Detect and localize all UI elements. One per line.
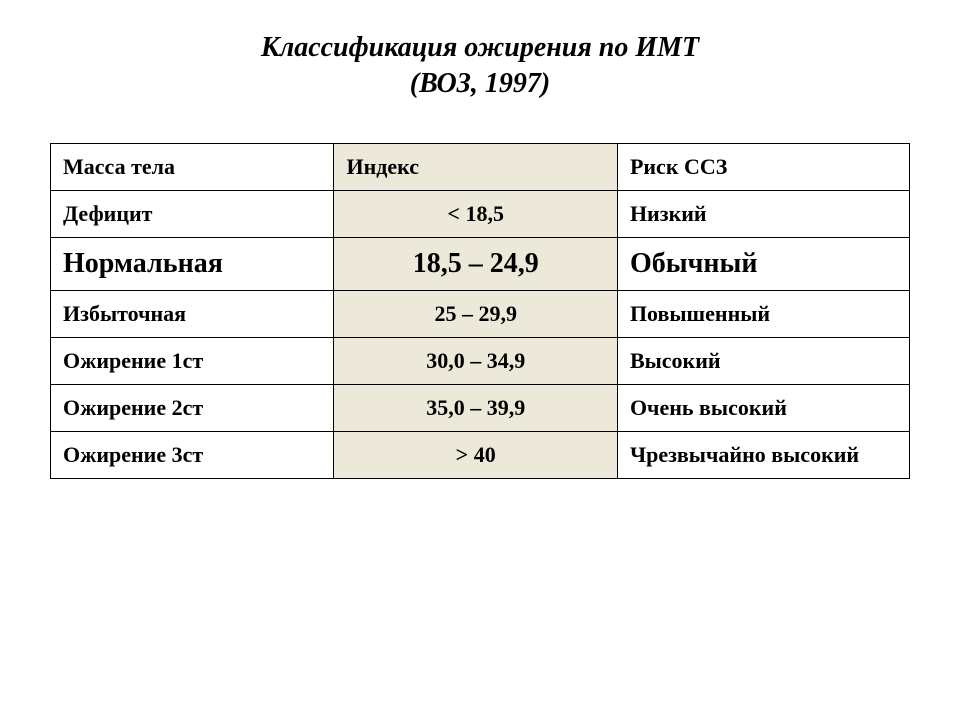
cell-mass: Ожирение 2ст [51,384,334,431]
cell-mass: Ожирение 1ст [51,337,334,384]
header-risk: Риск ССЗ [617,143,909,190]
table-row: Ожирение 2ст 35,0 – 39,9 Очень высокий [51,384,910,431]
cell-mass: Избыточная [51,290,334,337]
cell-risk: Очень высокий [617,384,909,431]
cell-mass: Дефицит [51,190,334,237]
cell-risk: Чрезвычайно высокий [617,431,909,478]
cell-index: 25 – 29,9 [334,290,617,337]
table-row: Ожирение 1ст 30,0 – 34,9 Высокий [51,337,910,384]
page-title: Классификация ожирения по ИМТ (ВОЗ, 1997… [50,30,910,103]
cell-index: 35,0 – 39,9 [334,384,617,431]
table-header-row: Масса тела Индекс Риск ССЗ [51,143,910,190]
table-row: Ожирение 3ст > 40 Чрезвычайно высокий [51,431,910,478]
header-index: Индекс [334,143,617,190]
table-row: Нормальная 18,5 – 24,9 Обычный [51,237,910,290]
header-mass: Масса тела [51,143,334,190]
cell-risk: Обычный [617,237,909,290]
cell-risk: Повышенный [617,290,909,337]
cell-index: 18,5 – 24,9 [334,237,617,290]
table-row: Дефицит < 18,5 Низкий [51,190,910,237]
cell-mass: Нормальная [51,237,334,290]
table-row: Избыточная 25 – 29,9 Повышенный [51,290,910,337]
title-line-2: (ВОЗ, 1997) [50,66,910,102]
title-line-1: Классификация ожирения по ИМТ [50,30,910,66]
cell-index: < 18,5 [334,190,617,237]
bmi-classification-table: Масса тела Индекс Риск ССЗ Дефицит < 18,… [50,143,910,479]
cell-index: 30,0 – 34,9 [334,337,617,384]
cell-risk: Высокий [617,337,909,384]
cell-risk: Низкий [617,190,909,237]
cell-index: > 40 [334,431,617,478]
cell-mass: Ожирение 3ст [51,431,334,478]
